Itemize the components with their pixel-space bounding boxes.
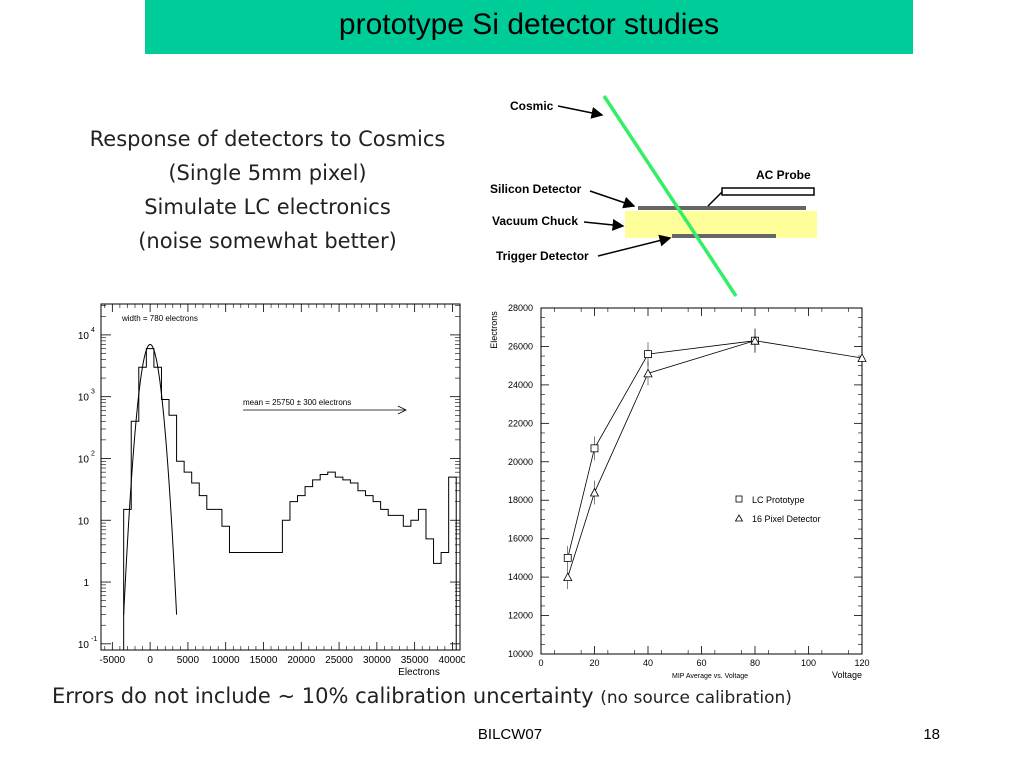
vacuum-chuck — [625, 211, 817, 238]
legend-item-lc: LC Prototype — [752, 495, 805, 505]
y-tick-label: 10 — [78, 454, 90, 465]
description-line: Response of detectors to Cosmics — [89, 127, 446, 151]
y-tick-label: 26000 — [508, 341, 533, 351]
x-tick-label: 20 — [589, 658, 599, 668]
arrow-cosmic — [557, 105, 604, 119]
y-tick-label: 1 — [83, 578, 89, 589]
y-tick-label: 14000 — [508, 572, 533, 582]
y-tick-exponent: -1 — [91, 636, 97, 643]
arrow-trigger — [597, 234, 672, 257]
y-tick-exponent: 3 — [91, 389, 95, 396]
description: Response of detectors to Cosmics (Single… — [40, 122, 495, 258]
title-bar: prototype Si detector studies — [145, 0, 913, 54]
y-tick-label: 22000 — [508, 418, 533, 428]
y-tick-label: 10 — [78, 393, 90, 404]
arrow-silicon — [589, 190, 636, 209]
mean-arrow-head — [397, 405, 407, 415]
probe-wire — [707, 191, 723, 207]
y-tick-label: 20000 — [508, 457, 533, 467]
y-axis-label: Electrons — [489, 311, 499, 349]
series-line — [567, 340, 756, 558]
y-tick-label: 10000 — [508, 649, 533, 659]
series-line — [567, 340, 863, 578]
footnote: Errors do not include ∼ 10% calibration … — [52, 684, 792, 708]
x-tick-label: 100 — [801, 658, 816, 668]
label-cosmic: Cosmic — [510, 99, 554, 113]
legend-square-marker — [735, 495, 743, 503]
chart-caption: MIP Average vs. Voltage — [672, 673, 748, 680]
x-tick-label: 0 — [538, 658, 543, 668]
y-tick-label: 12000 — [508, 611, 533, 621]
x-tick-label: 40000 — [439, 655, 465, 666]
silicon-plate — [638, 206, 806, 210]
footnote-small: (no source calibration) — [600, 688, 792, 708]
x-tick-label: 0 — [147, 655, 153, 666]
y-tick-label: 10 — [78, 516, 90, 527]
arrow-vacuum — [583, 218, 625, 231]
data-point-triangle — [857, 353, 867, 362]
y-tick-exponent: 4 — [91, 327, 95, 334]
data-point-triangle — [750, 335, 760, 345]
legend-triangle-marker — [734, 514, 744, 522]
x-tick-label: 15000 — [250, 655, 278, 666]
x-axis-label: Voltage — [832, 670, 862, 680]
width-annotation: width = 780 electrons — [121, 314, 198, 323]
y-tick-label: 10 — [78, 640, 90, 651]
slide-title: prototype Si detector studies — [338, 8, 720, 41]
y-tick-label: 28000 — [508, 303, 533, 313]
histogram-bars — [116, 348, 457, 651]
gaussian-fit — [123, 343, 178, 615]
x-tick-label: 120 — [854, 658, 869, 668]
ac-probe — [721, 187, 815, 196]
histogram-frame — [100, 303, 461, 651]
x-tick-label: 60 — [696, 658, 706, 668]
x-tick-label: 5000 — [177, 655, 200, 666]
page-number: 18 — [923, 726, 940, 743]
cosmic-track — [602, 95, 738, 297]
data-point-square — [563, 553, 572, 562]
data-point-triangle — [563, 572, 573, 582]
mean-annotation: mean = 25750 ± 300 electrons — [243, 398, 351, 407]
histogram-chart: -5000 0 5000 10000 15000 20000 25000 30000 35000… — [78, 303, 465, 678]
y-tick-label: 10 — [78, 331, 90, 342]
data-point-triangle — [643, 368, 653, 378]
legend-item-16pixel: 16 Pixel Detector — [752, 514, 821, 524]
detector-diagram: Cosmic AC Probe Silicon Detector Vacuum … — [490, 95, 817, 297]
x-axis-label: Electrons — [398, 667, 440, 678]
x-tick-label: 30000 — [363, 655, 391, 666]
voltage-chart: 0 20 40 60 80 100 120 10000 12000 14000 16000 18000… — [489, 303, 870, 680]
footer-label: BILCW07 — [477, 726, 543, 743]
x-tick-label: 35000 — [401, 655, 429, 666]
data-point-triangle — [589, 487, 600, 497]
label-silicon: Silicon Detector — [490, 182, 582, 196]
x-tick-label: 20000 — [287, 655, 315, 666]
y-tick-label: 18000 — [508, 495, 533, 505]
description-line: Simulate LC electronics — [144, 195, 391, 219]
label-ac-probe: AC Probe — [756, 168, 811, 182]
x-tick-label: 25000 — [325, 655, 353, 666]
x-tick-label: 80 — [750, 658, 760, 668]
description-line: (Single 5mm pixel) — [168, 161, 367, 185]
label-trigger: Trigger Detector — [496, 249, 589, 263]
x-tick-label: 40 — [643, 658, 653, 668]
label-vacuum: Vacuum Chuck — [492, 214, 578, 228]
data-point-square — [644, 350, 652, 359]
footnote-main: Errors do not include ∼ 10% calibration … — [52, 684, 594, 708]
trigger-plate — [672, 234, 776, 238]
description-line: (noise somewhat better) — [138, 229, 397, 253]
y-tick-label: 16000 — [508, 534, 533, 544]
data-point-square — [590, 444, 599, 453]
scatter-frame — [540, 307, 863, 655]
legend: LC Prototype 16 Pixel Detector — [734, 495, 821, 524]
x-tick-label: 10000 — [212, 655, 240, 666]
y-tick-label: 24000 — [508, 380, 533, 390]
y-tick-exponent: 2 — [91, 450, 95, 457]
x-tick-label: -5000 — [100, 655, 126, 666]
